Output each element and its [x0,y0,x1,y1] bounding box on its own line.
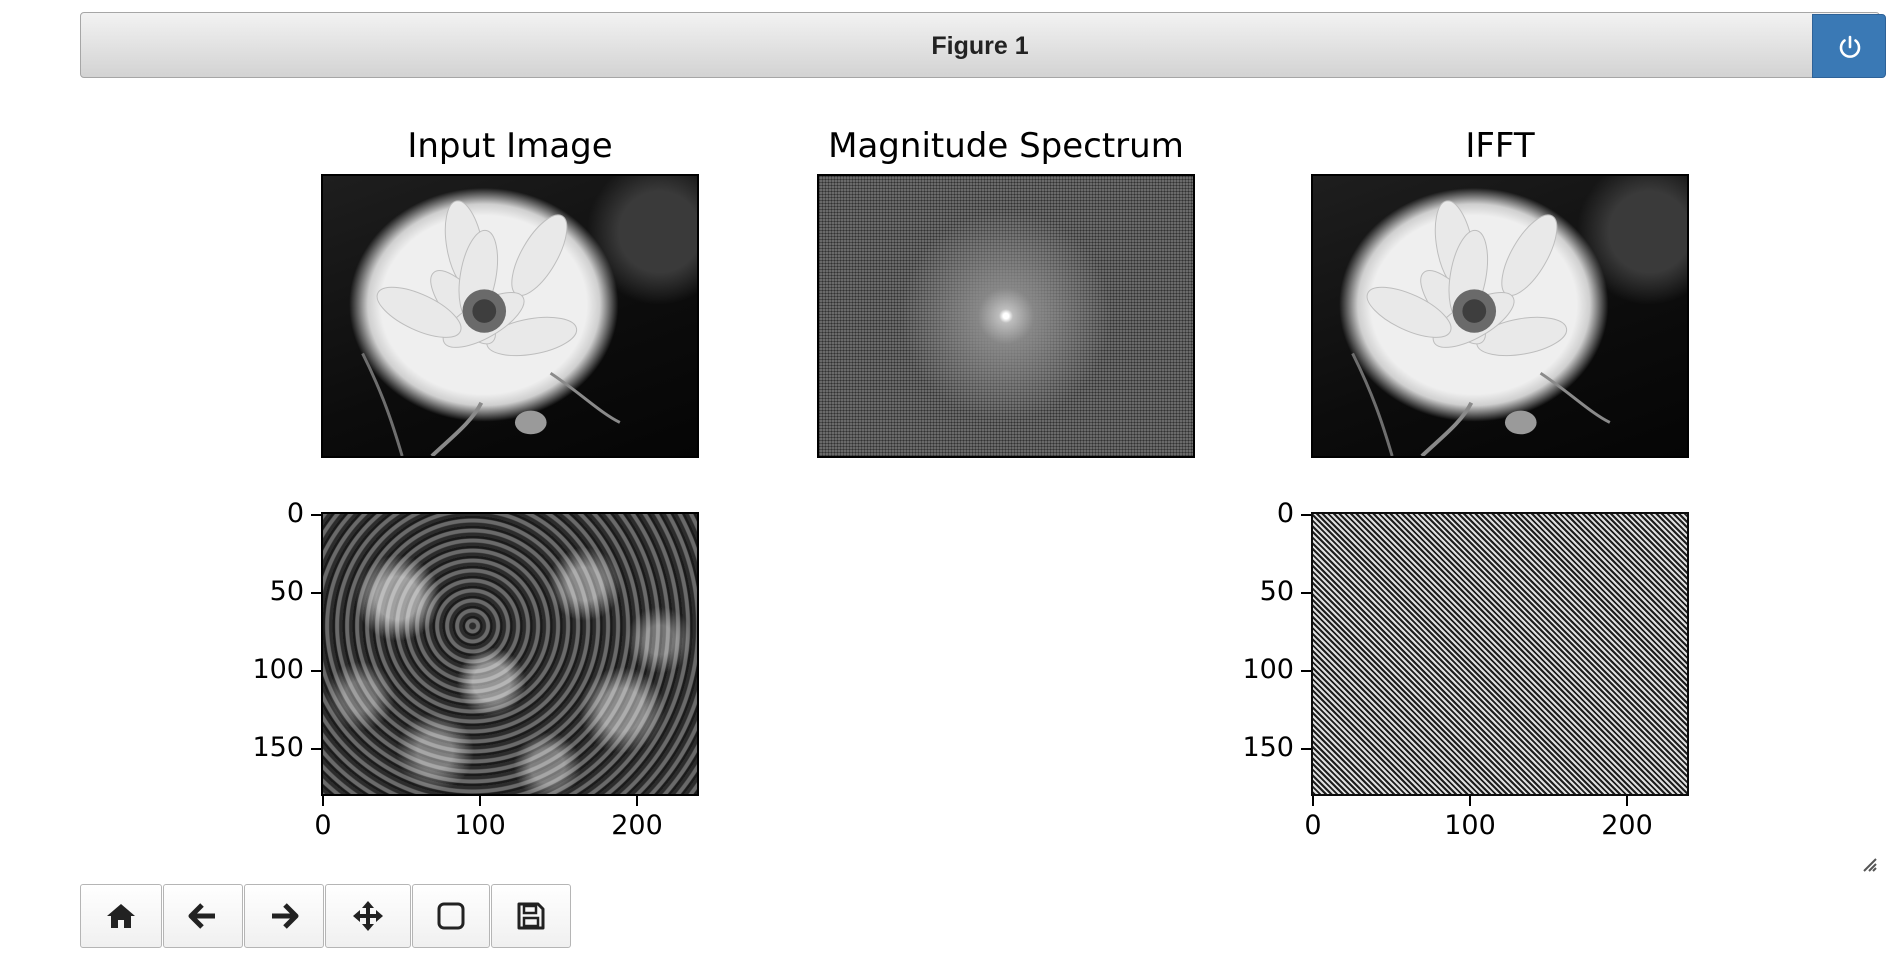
arrow-left-icon [188,903,215,929]
y-tick-label: 50 [269,576,304,607]
ifft-axes[interactable] [1311,174,1689,458]
y-tick-label: 50 [1259,576,1294,607]
resize-grip-icon[interactable] [1860,855,1878,873]
y-tick-label: 0 [286,498,304,529]
pan-button[interactable] [325,884,411,948]
back-button[interactable] [163,884,243,948]
magnitude-spectrum-axes[interactable] [817,174,1195,458]
y-tick-label: 100 [1242,654,1294,685]
window-title: Figure 1 [931,32,1029,60]
x-tick-mark [1312,796,1314,806]
y-tick-mark [1301,514,1311,516]
zoom-rect-icon [437,902,465,930]
y-tick-mark [311,592,321,594]
y-tick-mark [311,670,321,672]
x-tick-label: 100 [454,810,506,841]
y-tick-mark [311,748,321,750]
y-tick-label: 100 [252,654,304,685]
home-icon [107,904,135,928]
x-tick-mark [636,796,638,806]
input-image-axes[interactable] [321,174,699,458]
x-tick-label: 200 [1601,810,1653,841]
y-tick-mark [1301,592,1311,594]
figure-canvas[interactable]: Input Image Magnitude Spectrum IFFT [0,110,1888,850]
y-tick-label: 150 [252,732,304,763]
y-tick-label: 150 [1242,732,1294,763]
y-tick-mark [1301,748,1311,750]
phase-axes[interactable] [321,512,699,796]
zoom-button[interactable] [412,884,490,948]
x-tick-mark [479,796,481,806]
home-button[interactable] [80,884,162,948]
y-tick-mark [311,514,321,516]
input-image-title: Input Image [407,126,613,166]
figure-titlebar: Figure 1 [80,12,1880,78]
x-tick-label: 100 [1444,810,1496,841]
ifft-image [1351,200,1611,456]
noise-axes[interactable] [1311,512,1689,796]
power-icon [1839,35,1861,58]
save-icon [517,902,545,930]
magnitude-spectrum-title: Magnitude Spectrum [828,126,1184,166]
ifft-title: IFFT [1465,126,1535,166]
save-button[interactable] [491,884,571,948]
x-tick-label: 0 [1304,810,1322,841]
flower-image [361,200,621,456]
x-tick-mark [322,796,324,806]
arrow-right-icon [272,903,299,929]
y-tick-mark [1301,670,1311,672]
x-tick-mark [1469,796,1471,806]
x-tick-label: 0 [314,810,332,841]
power-button[interactable] [1812,14,1886,78]
y-tick-label: 0 [1276,498,1294,529]
forward-button[interactable] [244,884,324,948]
x-tick-mark [1626,796,1628,806]
x-tick-label: 200 [611,810,663,841]
move-icon [353,901,383,931]
